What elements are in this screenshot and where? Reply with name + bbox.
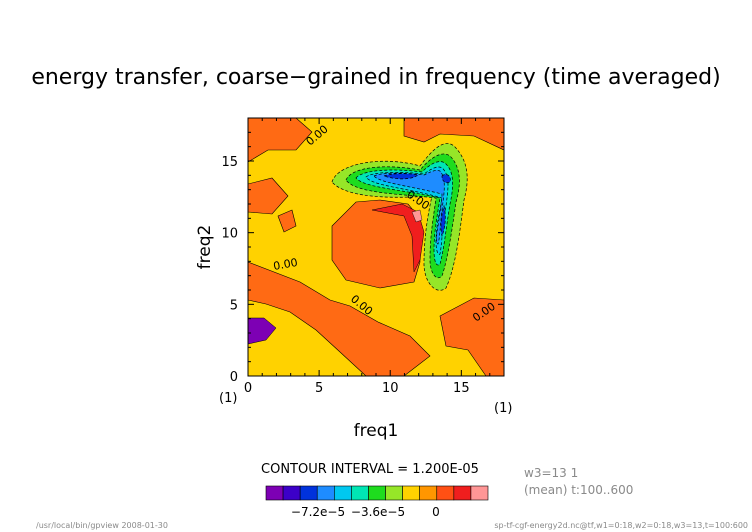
contour-interval-text: CONTOUR INTERVAL = 1.200E-05 bbox=[261, 462, 479, 477]
colorbar-swatch bbox=[368, 485, 386, 501]
colorbar-swatch bbox=[282, 485, 301, 501]
footer-left: /usr/local/bin/gpview 2008-01-30 bbox=[36, 521, 168, 530]
band-deep-blue-v bbox=[440, 204, 446, 238]
meta-w3: w3=13 1 bbox=[524, 466, 578, 480]
colorbar-swatch bbox=[419, 485, 438, 501]
y-axis-unit-label: (1) bbox=[219, 391, 237, 406]
y-tick-label: 0 bbox=[230, 370, 238, 385]
x-axis: 0 5 10 15 bbox=[244, 118, 505, 396]
colorbar-labels: −7.2e−5 −3.6e−5 0 bbox=[291, 505, 440, 519]
colorbar-swatch bbox=[436, 485, 455, 501]
colorbar-tick-label: 0 bbox=[432, 505, 440, 519]
x-tick-label: 0 bbox=[244, 381, 252, 396]
plot-area: 0.00 0.00 0.00 0.00 0.00 bbox=[248, 118, 504, 376]
band-deep-blue-node bbox=[441, 174, 451, 184]
colorbar-swatch bbox=[334, 485, 352, 501]
x-tick-label: 15 bbox=[453, 381, 470, 396]
colorbar-swatch bbox=[351, 485, 369, 501]
band-deep-blue-h bbox=[382, 173, 419, 180]
region-top-left bbox=[248, 118, 313, 163]
y-tick-label: 5 bbox=[230, 298, 238, 313]
colorbar-swatch bbox=[385, 485, 403, 501]
region-center bbox=[331, 199, 421, 289]
colorbar-tick-label: −7.2e−5 bbox=[291, 505, 345, 519]
colorbar bbox=[265, 485, 489, 501]
x-axis-label: freq1 bbox=[354, 421, 399, 441]
footer-right: sp-tf-cgf-energy2d.nc@tf,w1=0:18,w2=0:18… bbox=[494, 521, 748, 530]
x-tick-label: 10 bbox=[382, 381, 399, 396]
colorbar-swatch bbox=[316, 485, 335, 501]
band-blue bbox=[373, 170, 445, 245]
colorbar-swatch bbox=[299, 485, 318, 501]
region-negative-bottom-left bbox=[248, 317, 277, 345]
region-center-red bbox=[371, 203, 425, 273]
contour-label: 0.00 bbox=[272, 256, 298, 273]
meta-time: (mean) t:100..600 bbox=[524, 483, 633, 497]
chart-title: energy transfer, coarse−grained in frequ… bbox=[31, 65, 720, 90]
y-axis-label: freq2 bbox=[195, 225, 215, 270]
x-axis-unit-label: (1) bbox=[494, 401, 512, 416]
orange-regions bbox=[248, 118, 504, 376]
region-small-left bbox=[277, 209, 297, 233]
region-left-mid bbox=[248, 177, 289, 215]
y-tick-label: 15 bbox=[221, 155, 238, 170]
colorbar-swatch bbox=[265, 485, 284, 501]
y-tick-label: 10 bbox=[221, 227, 238, 242]
region-bottom-right bbox=[439, 297, 504, 376]
region-center-pink bbox=[411, 209, 423, 223]
region-band bbox=[248, 261, 431, 376]
colorbar-tick-label: −3.6e−5 bbox=[351, 505, 405, 519]
negative-cross bbox=[331, 143, 468, 291]
region-top-right bbox=[403, 118, 504, 151]
x-tick-label: 5 bbox=[315, 381, 323, 396]
colorbar-swatch bbox=[453, 485, 472, 501]
colorbar-swatch bbox=[470, 485, 489, 501]
y-axis: 0 5 10 15 bbox=[221, 117, 504, 385]
colorbar-swatch bbox=[402, 485, 420, 501]
